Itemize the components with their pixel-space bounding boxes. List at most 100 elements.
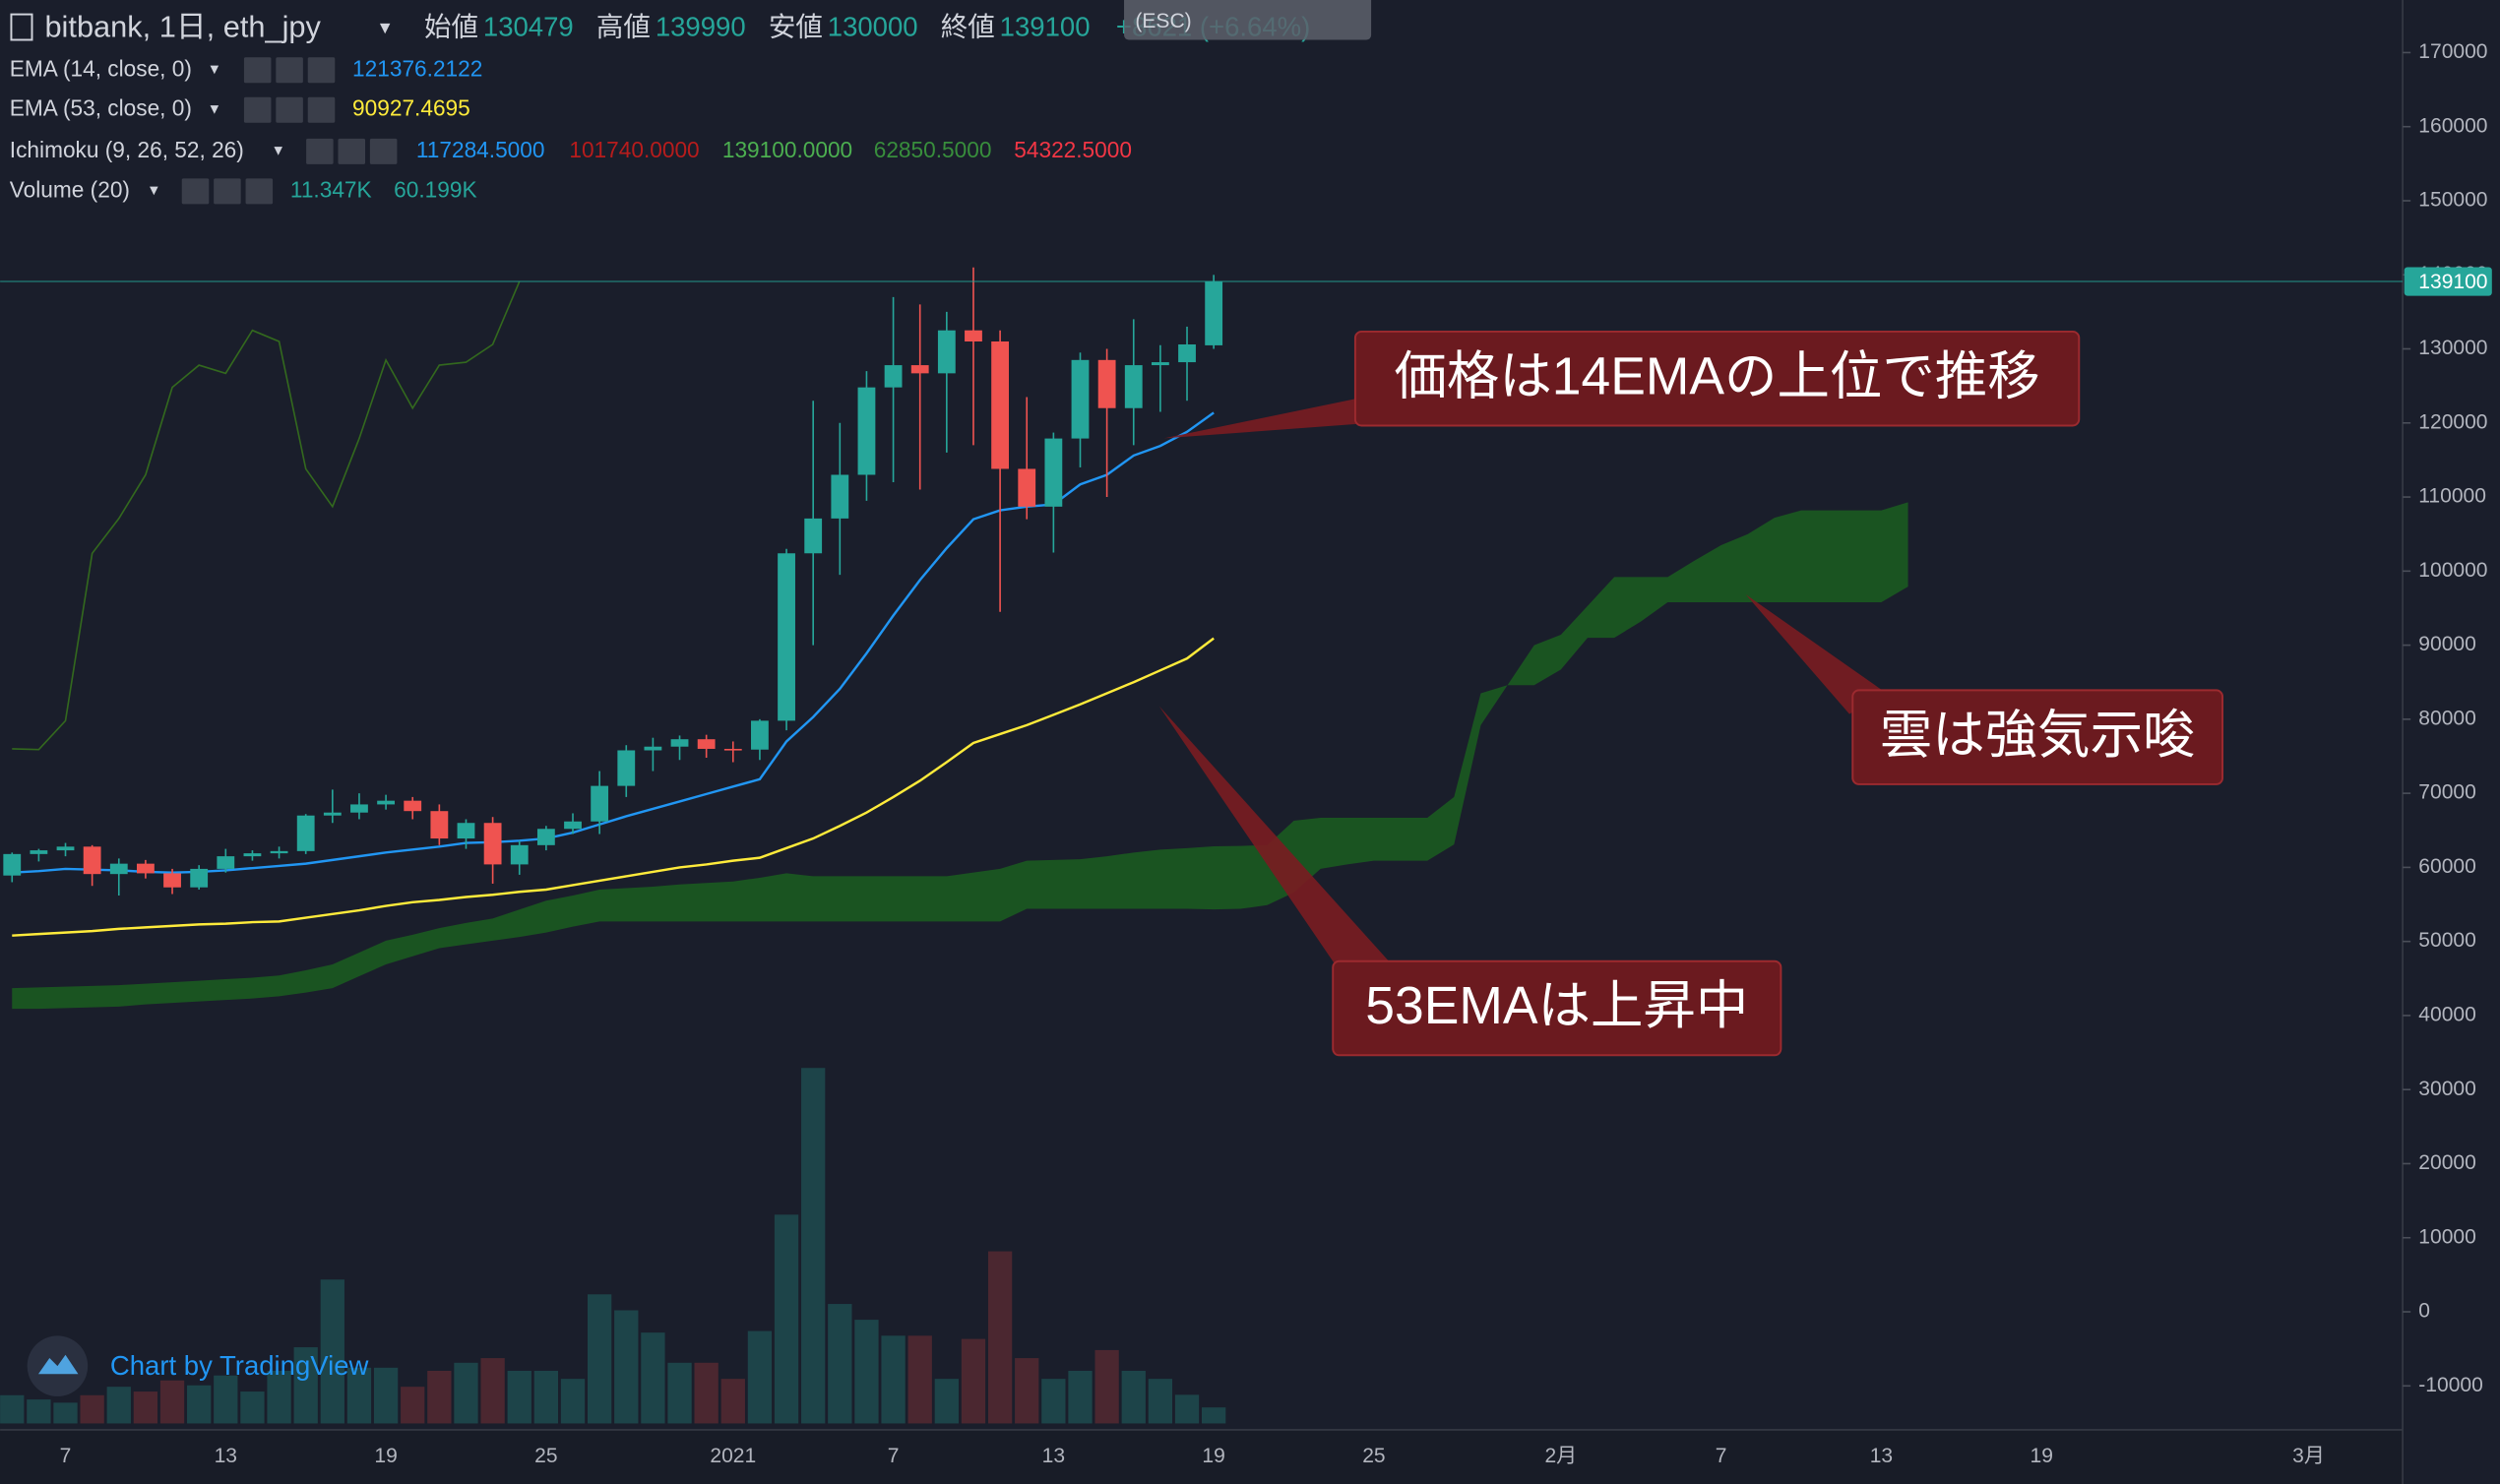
x-tick-label: 2021: [710, 1445, 756, 1467]
volume-bar: [0, 1394, 25, 1424]
annotation-text: 雲は強気示唆: [1880, 707, 2196, 765]
candle-body: [1151, 362, 1169, 366]
volume-bar: [774, 1214, 799, 1424]
candle-body: [644, 746, 662, 751]
legend-value: 54322.5000: [1014, 137, 1132, 162]
legend-icon[interactable]: [181, 178, 210, 205]
candle-body: [404, 800, 422, 812]
candle-body: [137, 863, 155, 874]
candle-body: [3, 853, 22, 876]
y-tick-label: 10000: [2418, 1225, 2476, 1248]
legend-icon[interactable]: [369, 138, 398, 164]
dropdown-arrow: ▼: [376, 18, 394, 37]
volume-bar: [1041, 1379, 1066, 1424]
annotation-box: [1332, 959, 1782, 1057]
volume-bar: [1121, 1370, 1146, 1424]
legend-icon[interactable]: [245, 178, 274, 205]
y-tick-label: 160000: [2418, 114, 2487, 137]
x-tick-label: 13: [215, 1445, 237, 1467]
ohlc-label: 高値: [596, 11, 651, 41]
volume-bar: [907, 1335, 932, 1424]
annotation-pointer: [1158, 706, 1391, 966]
watermark-text: Chart by TradingView: [110, 1350, 369, 1381]
ohlc-value: 139990: [656, 11, 746, 41]
volume-bar: [854, 1320, 879, 1424]
plot-area: 1700001600001500001400001300001200001100…: [0, 40, 2492, 1467]
candle-body: [697, 739, 716, 749]
candle-body: [190, 868, 209, 888]
legend-value: 62850.5000: [874, 137, 992, 162]
volume-bar: [373, 1367, 399, 1424]
legend-icon[interactable]: [338, 138, 366, 164]
y-tick-label: 20000: [2418, 1151, 2476, 1174]
symbol-title: bitbank, 1日, eth_jpy: [44, 9, 321, 43]
candle-body: [1124, 365, 1143, 408]
y-tick-label: 110000: [2418, 485, 2486, 508]
candle-body: [430, 811, 449, 839]
y-tick-label: 50000: [2418, 929, 2476, 952]
legend-icon[interactable]: [243, 96, 272, 123]
x-tick-label: 19: [374, 1445, 397, 1467]
volume-bar: [747, 1330, 773, 1424]
candle-body: [723, 748, 742, 751]
volume-bar: [80, 1394, 104, 1424]
volume-bar: [159, 1380, 185, 1424]
volume-bar: [454, 1362, 478, 1424]
volume-bar: [614, 1310, 639, 1424]
legend-icon[interactable]: [243, 57, 272, 84]
legend-name: EMA (14, close, 0): [10, 55, 192, 81]
y-tick-label: 0: [2418, 1300, 2430, 1323]
candle-body: [965, 330, 982, 341]
y-tick-label: 40000: [2418, 1004, 2476, 1026]
annotation-box: [1851, 689, 2224, 785]
x-tick-label: 2月: [1544, 1445, 1577, 1467]
candle-body: [323, 812, 342, 816]
candle-body: [217, 856, 235, 869]
ohlc-label: 始値: [424, 11, 478, 41]
candle-body: [457, 823, 475, 839]
y-tick-label: 150000: [2418, 189, 2487, 212]
candle-body: [296, 815, 315, 851]
x-tick-label: 7: [60, 1445, 72, 1467]
legend-icon[interactable]: [307, 57, 336, 84]
legend-name: Volume (20): [10, 176, 130, 202]
candle-body: [591, 785, 609, 822]
candle-body: [937, 330, 956, 374]
candle-body: [991, 340, 1010, 469]
y-tick-label: 60000: [2418, 855, 2476, 878]
candle-body: [536, 829, 555, 845]
legend-icon[interactable]: [276, 57, 303, 84]
symbol-icon: [10, 13, 33, 41]
candle-body: [510, 844, 529, 865]
volume-bar: [1094, 1349, 1119, 1424]
candle-body: [778, 553, 795, 721]
candle-body: [56, 846, 75, 851]
x-tick-label: 25: [534, 1445, 557, 1467]
legend-icon[interactable]: [306, 138, 334, 164]
ohlc-value: 130000: [828, 11, 918, 41]
legend-icon[interactable]: [307, 96, 336, 123]
candle-body: [751, 720, 769, 750]
y-tick-label: 70000: [2418, 781, 2476, 804]
y-tick-label: 80000: [2418, 707, 2476, 729]
volume-bar: [1202, 1407, 1226, 1424]
volume-bar: [1148, 1379, 1173, 1424]
candle-body: [564, 821, 582, 830]
candle-body: [163, 873, 181, 888]
volume-bar: [133, 1391, 158, 1424]
legend-value: 117284.5000: [416, 137, 545, 162]
volume-bar: [267, 1370, 291, 1424]
x-tick-label: 19: [2031, 1445, 2053, 1467]
volume-bar: [987, 1251, 1013, 1424]
legend-value: 11.347K: [290, 176, 372, 202]
volume-bar: [1174, 1394, 1200, 1424]
annotation-box: [1353, 330, 2081, 427]
legend-icon[interactable]: [276, 96, 303, 123]
volume-bar: [961, 1338, 986, 1424]
volume-bar: [1068, 1370, 1093, 1424]
y-tick-label: 120000: [2418, 410, 2487, 433]
legend-icon[interactable]: [214, 178, 241, 205]
volume-bar: [427, 1370, 452, 1424]
